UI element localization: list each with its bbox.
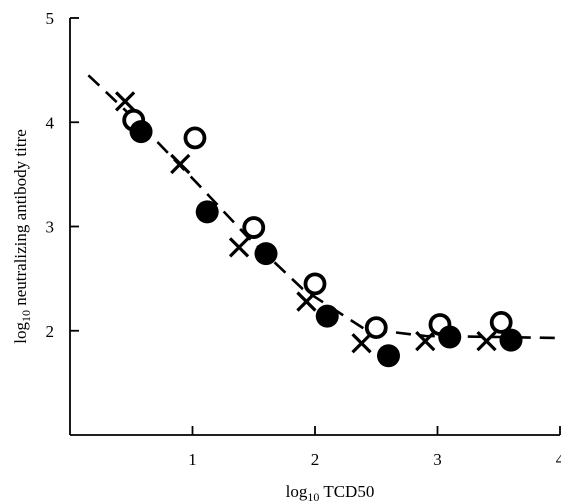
open-circle-marker	[303, 272, 327, 296]
x-tick-label-3: 3	[433, 450, 442, 469]
filled-circle-marker	[377, 344, 400, 368]
cross-marker	[170, 153, 191, 175]
y-axis-title: log10 neutralizing antibody titre	[11, 129, 33, 344]
cross-marker	[415, 331, 436, 352]
cross-marker	[476, 331, 497, 352]
cross-marker	[228, 237, 250, 258]
filled-circle-marker	[438, 325, 462, 349]
open-circle-marker	[242, 216, 266, 239]
filled-circle-marker	[499, 328, 523, 352]
open-circle-marker	[183, 126, 207, 150]
filled-circle-marker	[129, 120, 153, 144]
y-tick-label-3: 3	[46, 218, 55, 237]
filled-circle-marker	[254, 242, 278, 266]
y-tick-label-4: 4	[46, 113, 55, 132]
open-circle-marker	[364, 316, 388, 340]
x-axis-title-subscript: 10	[307, 490, 319, 504]
cross-marker	[296, 291, 317, 312]
cross-marker	[114, 91, 136, 112]
cross-marker	[351, 333, 372, 354]
dashed-trend-line	[87, 74, 561, 340]
tick-marks	[70, 17, 561, 435]
open-circle-marker	[489, 311, 513, 334]
y-axis-title-rest: neutralizing antibody titre	[11, 129, 30, 310]
x-tick-label-1: 1	[188, 450, 197, 469]
x-axis-title-prefix: log	[286, 482, 308, 501]
x-axis-title-rest: TCD50	[319, 482, 374, 501]
x-tick-label-2: 2	[311, 450, 320, 469]
y-axis-title-prefix: log	[11, 322, 30, 344]
x-axis-title: log10 TCD50	[286, 482, 375, 504]
filled-circle-marker	[315, 304, 339, 328]
y-axis-title-subscript: 10	[19, 310, 33, 322]
axes	[69, 18, 560, 436]
x-tick-label-4: 4	[556, 450, 561, 469]
y-tick-label-2: 2	[46, 322, 55, 341]
tick-labels: 1 2 3 4 2 3 4 5	[46, 9, 561, 469]
y-tick-label-5: 5	[46, 9, 55, 28]
filled-circle-marker	[195, 200, 219, 224]
data-markers	[114, 91, 523, 368]
